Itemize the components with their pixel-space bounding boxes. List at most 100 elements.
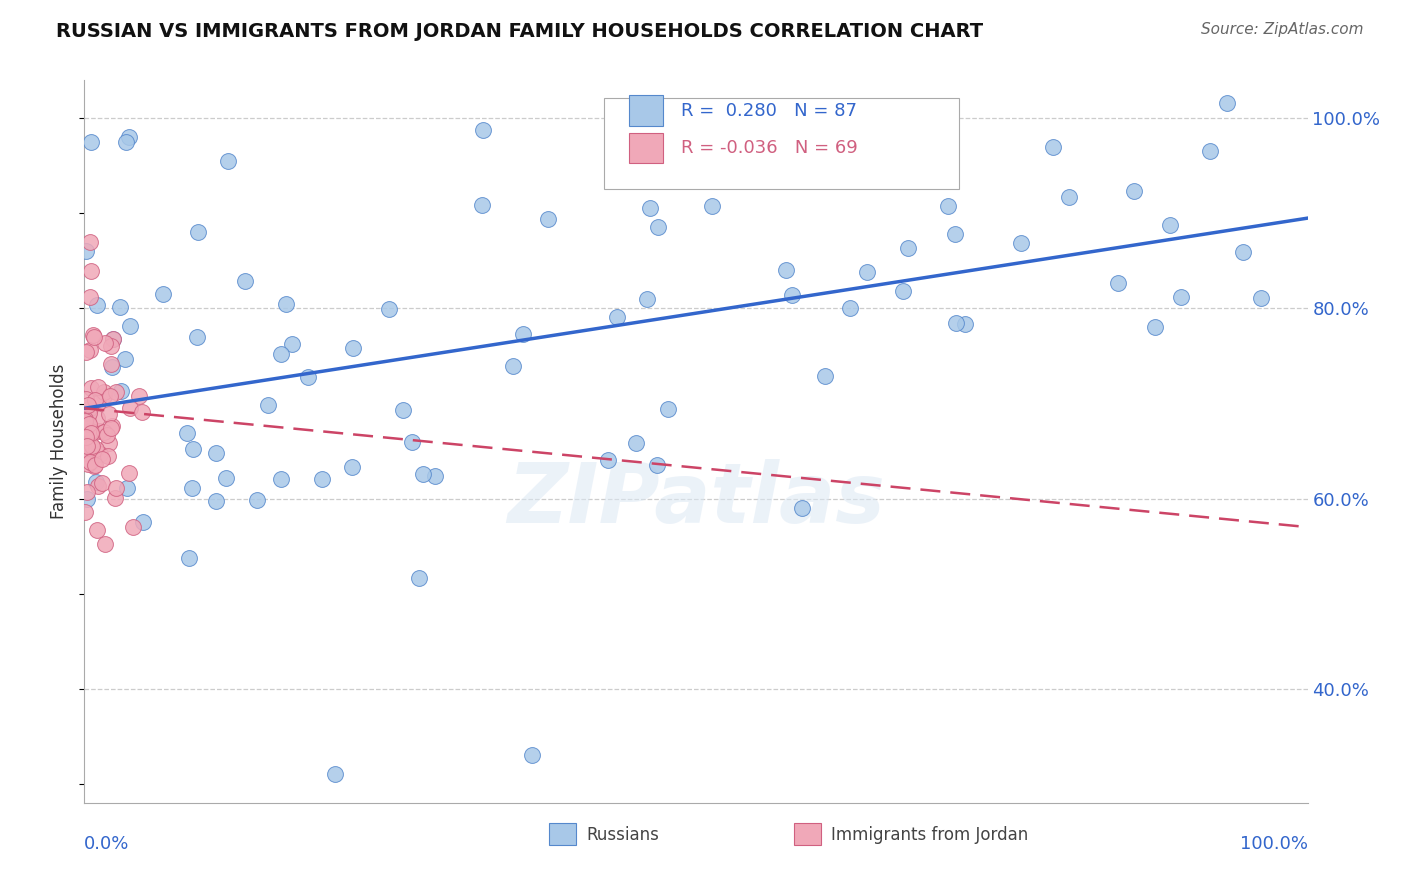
Point [76,485,98,500]
Point [891,284,914,298]
Point [512,327,534,342]
Text: R = -0.036   N = 69: R = -0.036 N = 69 [682,139,858,157]
Point [775,263,797,277]
Point [75,430,97,444]
Point [408,571,430,585]
Point [73,412,96,426]
Point [93,425,115,439]
Point [636,292,658,306]
Point [945,316,967,330]
Point [839,301,862,315]
Point [87,396,110,410]
Point [638,201,661,215]
Bar [628,133,664,163]
Point [187,226,209,240]
Point [84,393,107,408]
Point [79,343,101,358]
Point [401,435,423,450]
Point [79,235,101,249]
Point [75,401,97,415]
Point [1232,244,1254,259]
Point [79,455,101,469]
Point [648,161,671,176]
Point [180,481,202,495]
Point [98,389,121,403]
Point [100,357,122,371]
Point [391,402,413,417]
Point [87,479,110,493]
Point [1107,276,1129,290]
Point [84,458,107,473]
Point [80,264,103,278]
Point [702,199,724,213]
Point [77,417,100,431]
Point [118,401,141,416]
Point [76,439,98,453]
Point [79,407,101,421]
Point [76,491,98,506]
Point [86,411,108,425]
Point [311,471,333,485]
Point [80,437,103,451]
Text: RUSSIAN VS IMMIGRANTS FROM JORDAN FAMILY HOUSEHOLDS CORRELATION CHART: RUSSIAN VS IMMIGRANTS FROM JORDAN FAMILY… [56,22,983,41]
Point [1143,319,1166,334]
Point [76,410,98,425]
Y-axis label: Family Households: Family Households [51,364,69,519]
Point [86,442,108,457]
Point [342,460,364,475]
Point [186,329,208,343]
Point [83,330,105,344]
Text: ZIPatlas: ZIPatlas [508,458,884,540]
Point [181,442,204,457]
Point [596,453,619,467]
Point [91,475,114,490]
Point [1199,144,1222,158]
Point [93,537,115,551]
Point [98,408,121,422]
Point [75,392,97,406]
Point [77,445,100,459]
Point [152,287,174,301]
Text: Immigrants from Jordan: Immigrants from Jordan [831,826,1028,845]
Point [323,767,346,781]
Point [472,122,495,136]
Point [1216,95,1239,110]
Point [936,199,959,213]
Point [75,505,97,519]
Point [87,380,110,394]
Point [82,328,104,343]
Point [297,370,319,384]
Point [93,336,115,351]
Point [86,524,108,538]
Point [104,481,127,495]
Point [83,458,105,473]
Point [626,436,648,450]
Text: 100.0%: 100.0% [1240,835,1308,854]
Text: R =  0.280   N = 87: R = 0.280 N = 87 [682,102,858,120]
Point [204,494,226,508]
Point [101,419,124,434]
Point [75,414,97,428]
Point [100,339,122,353]
Point [790,500,813,515]
Point [118,130,141,145]
Bar [628,95,664,126]
Point [77,457,100,471]
Point [115,481,138,495]
Point [77,410,100,425]
Point [943,227,966,241]
Point [75,345,97,359]
Point [79,290,101,304]
Point [98,436,121,450]
Point [780,288,803,302]
Point [378,301,401,316]
Point [520,748,543,763]
Point [1010,235,1032,250]
Point [233,274,256,288]
Point [1059,190,1081,204]
Point [647,219,669,234]
Point [115,135,138,149]
Point [80,440,103,454]
Point [204,446,226,460]
Point [276,297,298,311]
